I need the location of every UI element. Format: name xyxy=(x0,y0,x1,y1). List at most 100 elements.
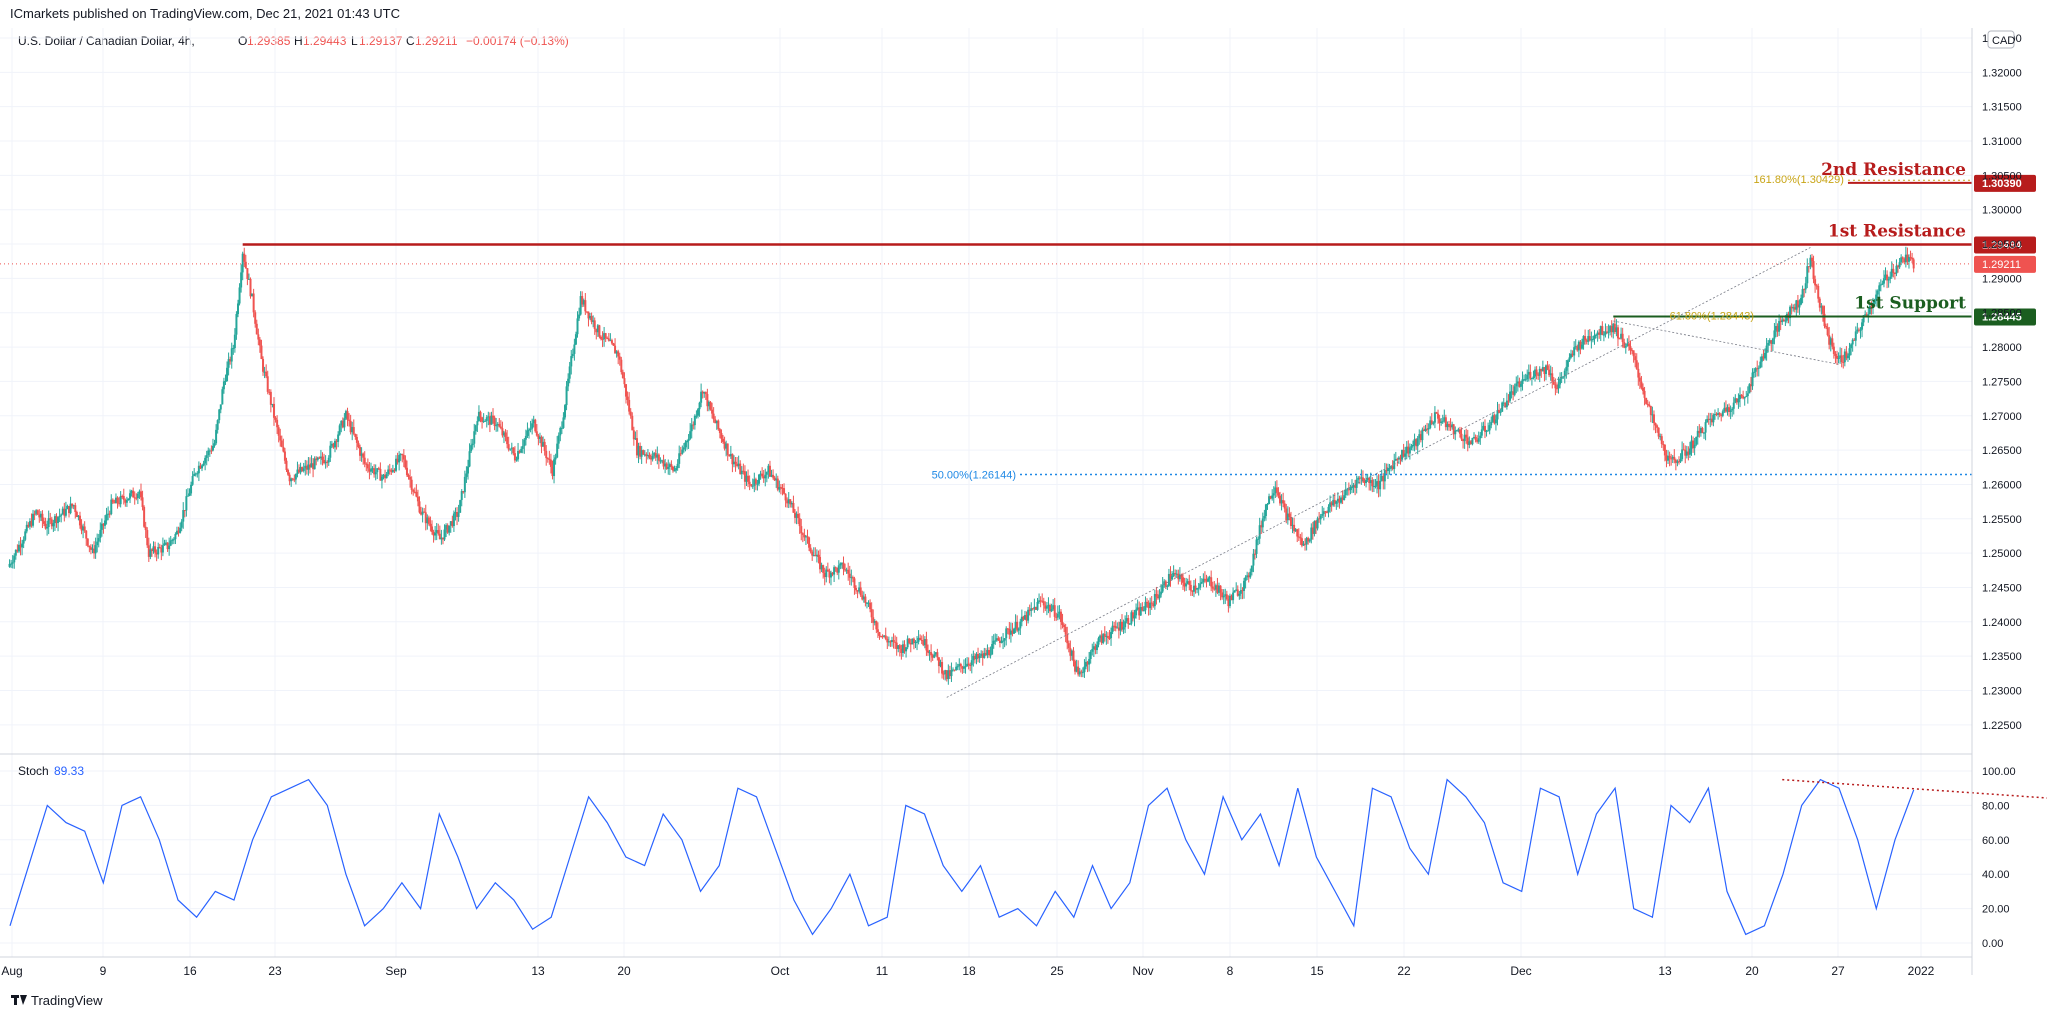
candle xyxy=(1066,626,1069,650)
candle xyxy=(1875,289,1878,307)
candle-body xyxy=(1255,539,1258,554)
candle-body xyxy=(1505,400,1508,408)
candle xyxy=(1574,339,1577,350)
candle-body xyxy=(980,653,983,656)
candle xyxy=(136,491,139,505)
candle-body xyxy=(405,467,408,476)
candle xyxy=(837,560,840,580)
candle xyxy=(1182,572,1185,590)
candle xyxy=(523,437,526,454)
candle-body xyxy=(1800,298,1803,305)
candle xyxy=(177,526,180,537)
candle xyxy=(1188,574,1191,591)
candle-body xyxy=(1868,305,1871,315)
candle xyxy=(1706,415,1709,423)
candle xyxy=(585,311,588,314)
candle xyxy=(670,460,673,470)
candle xyxy=(695,410,698,419)
candle xyxy=(1437,409,1440,424)
candle xyxy=(667,459,670,475)
candle xyxy=(1698,424,1701,438)
candle-body xyxy=(1598,332,1601,335)
close-label: C xyxy=(406,34,415,48)
candle xyxy=(290,477,293,487)
candle-body xyxy=(815,554,818,557)
candle-body xyxy=(631,415,634,431)
candle xyxy=(1739,387,1742,408)
candle-body xyxy=(171,539,174,541)
candle-body xyxy=(565,386,568,406)
candle xyxy=(277,424,280,443)
candle xyxy=(318,456,321,459)
candle-body xyxy=(656,454,659,458)
candle-body xyxy=(1620,333,1623,339)
candle xyxy=(528,427,531,439)
candle xyxy=(82,523,85,539)
time-tick-label: Oct xyxy=(771,964,790,978)
candle-body xyxy=(847,569,850,574)
candle xyxy=(348,413,351,427)
candle xyxy=(1429,416,1432,430)
candle xyxy=(1624,343,1627,354)
candle xyxy=(307,457,310,476)
candle xyxy=(1579,339,1582,355)
candle-body xyxy=(399,454,402,456)
tradingview-logo-icon[interactable] xyxy=(11,995,27,1005)
candle xyxy=(711,402,714,419)
currency-badge[interactable] xyxy=(1987,30,2015,49)
candle-body xyxy=(1269,496,1272,499)
candle-body xyxy=(1008,628,1011,635)
candle xyxy=(255,319,258,335)
candle-body xyxy=(1081,672,1084,674)
candle xyxy=(944,669,947,681)
candle xyxy=(1526,369,1529,382)
candle-body xyxy=(482,420,485,422)
candle xyxy=(1527,364,1530,382)
candle xyxy=(1793,303,1796,313)
candle-body xyxy=(283,451,286,461)
candle xyxy=(1735,398,1738,405)
candle-body xyxy=(1776,326,1779,332)
candle xyxy=(1413,433,1416,452)
candle xyxy=(1681,441,1684,462)
candle xyxy=(767,463,770,479)
candle xyxy=(152,541,155,554)
candle xyxy=(808,536,811,552)
candle-body xyxy=(1684,449,1687,456)
candle-body xyxy=(526,430,529,436)
candle xyxy=(673,465,676,472)
candle-body xyxy=(635,438,638,456)
candle xyxy=(717,419,720,431)
candle-body xyxy=(329,445,332,458)
candle-body xyxy=(984,652,987,656)
candle-body xyxy=(119,495,122,505)
candle xyxy=(764,468,767,487)
candle xyxy=(1268,493,1271,505)
candle xyxy=(71,503,74,509)
candle-body xyxy=(393,469,396,471)
candle-body xyxy=(1770,340,1773,344)
candle xyxy=(822,564,825,579)
candle-body xyxy=(1668,455,1671,459)
candle xyxy=(634,431,637,440)
candle-body xyxy=(382,474,385,477)
candle-body xyxy=(1590,339,1593,341)
candle xyxy=(795,511,798,525)
price-tick-label: 1.24500 xyxy=(1982,582,2022,594)
candle-body xyxy=(299,467,302,473)
candle xyxy=(1091,643,1094,656)
candle xyxy=(604,332,607,343)
candle-body xyxy=(108,513,111,515)
candle-body xyxy=(563,405,566,418)
candle xyxy=(1243,577,1246,599)
candle xyxy=(1795,299,1798,318)
candle-body xyxy=(723,441,726,449)
candle-body xyxy=(114,497,117,504)
candle xyxy=(166,542,169,552)
candle xyxy=(842,556,845,576)
candle xyxy=(183,510,186,518)
candle xyxy=(1821,304,1824,322)
price-tick-label: 1.27500 xyxy=(1982,376,2022,388)
candle-body xyxy=(437,530,440,534)
candle-body xyxy=(884,635,887,639)
